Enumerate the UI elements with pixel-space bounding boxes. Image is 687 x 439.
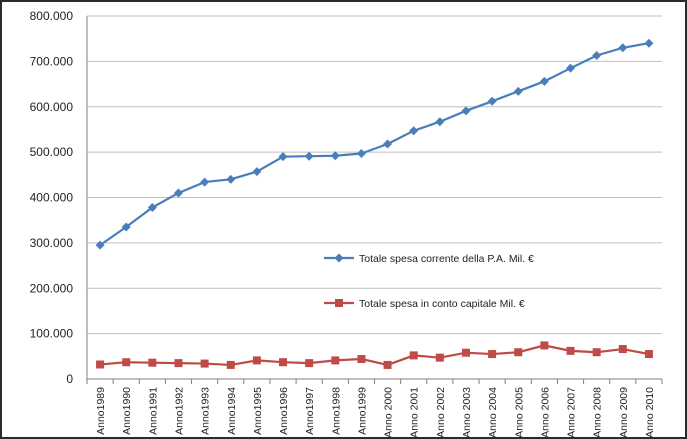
- series-2-point: [461, 348, 470, 357]
- x-tick-label: Anno 2010: [644, 387, 656, 437]
- y-tick-label: 100.000: [30, 327, 74, 341]
- series-1-point: [618, 43, 628, 53]
- series-1-point: [252, 167, 262, 177]
- x-tick-label: Anno1996: [278, 387, 290, 435]
- series-2-point: [226, 360, 235, 369]
- series-2-point: [174, 359, 183, 368]
- y-tick-labels: 0 100.000 200.000 300.000 400.000 500.000 600.…: [30, 9, 74, 386]
- series-2-point: [200, 359, 209, 368]
- series-1-point: [147, 202, 157, 212]
- y-tick-label: 600.000: [30, 100, 74, 114]
- series-2-point: [357, 355, 366, 364]
- y-tick-label: 700.000: [30, 54, 74, 68]
- series-1-point: [435, 117, 445, 127]
- series-1-point: [644, 38, 654, 48]
- y-tick-label: 300.000: [30, 236, 74, 250]
- x-tick-label: Anno 2008: [592, 387, 604, 437]
- series-1-point: [383, 139, 393, 149]
- series-2-point: [409, 351, 418, 360]
- series-2-point: [96, 360, 105, 369]
- x-tick-label: Anno1992: [173, 387, 185, 435]
- x-tick-label: Anno 2006: [539, 387, 551, 437]
- y-tick-label: 500.000: [30, 145, 74, 159]
- series-1-point: [330, 151, 340, 161]
- series-2-point: [383, 360, 392, 369]
- y-tick-label: 400.000: [30, 191, 74, 205]
- series-1-point: [409, 126, 419, 136]
- x-tick-label: Anno1990: [121, 387, 133, 435]
- series-1-point: [461, 106, 471, 116]
- x-tick-label: Anno1999: [356, 387, 368, 435]
- x-tick-label: Anno1995: [252, 387, 264, 435]
- series-1-point: [121, 222, 131, 232]
- x-tick-labels: Anno1989 Anno1990 Anno1991 Anno1992 Anno1993…: [95, 387, 656, 437]
- series-1-point: [539, 76, 549, 86]
- series-1-point: [356, 148, 366, 158]
- x-tick-label: Anno1997: [304, 387, 316, 435]
- series-2-point: [122, 358, 131, 367]
- x-tick-label: Anno 2005: [513, 387, 525, 437]
- legend-marker-2: [335, 299, 343, 307]
- series-2-point: [435, 353, 444, 362]
- series-1-point: [566, 63, 576, 73]
- series-1-point: [200, 177, 210, 187]
- x-tick-label: Anno1994: [226, 387, 238, 435]
- x-tick-label: Anno 2007: [566, 387, 578, 437]
- series-1-point: [487, 96, 497, 106]
- x-tick-label: Anno 2003: [461, 387, 473, 437]
- series-2-point: [252, 356, 261, 365]
- legend-label-2: Totale spesa in conto capitale Mil. €: [359, 298, 525, 310]
- x-tick-label: Anno 2002: [435, 387, 447, 437]
- legend: Totale spesa corrente della P.A. Mil. € T…: [324, 253, 534, 310]
- series-2-point: [618, 345, 627, 354]
- series-2-point: [592, 348, 601, 357]
- series-2-point: [540, 341, 549, 350]
- series-1-point: [95, 240, 105, 250]
- series-markers: [95, 38, 654, 369]
- series-line-2: [99, 344, 650, 367]
- x-tick-label: Anno1998: [330, 387, 342, 435]
- series-2-point: [514, 348, 523, 357]
- series-2-point: [279, 358, 288, 367]
- series-1-point: [173, 188, 183, 198]
- series-1-point: [592, 50, 602, 60]
- axes: [86, 16, 663, 384]
- legend-label-1: Totale spesa corrente della P.A. Mil. €: [359, 253, 534, 265]
- series-1-point: [278, 152, 288, 162]
- x-tick-label: Anno1989: [95, 387, 107, 435]
- series-2-point: [644, 350, 653, 359]
- series-2-point: [566, 346, 575, 355]
- series-1-point: [304, 151, 314, 161]
- legend-marker-1: [334, 253, 344, 263]
- y-tick-label: 200.000: [30, 281, 74, 295]
- x-tick-label: Anno 2000: [383, 387, 395, 437]
- gridlines: [87, 15, 662, 335]
- series-1-point: [513, 86, 523, 96]
- y-tick-label: 800.000: [30, 9, 74, 23]
- x-tick-label: Anno1991: [147, 387, 159, 435]
- series-2-point: [148, 358, 157, 367]
- series-2-point: [305, 359, 314, 368]
- series-2-point: [331, 356, 340, 365]
- x-tick-label: Anno1993: [200, 387, 212, 435]
- series-1-point: [226, 174, 236, 184]
- x-tick-label: Anno 2009: [618, 387, 630, 437]
- y-tick-label: 0: [66, 372, 73, 386]
- x-tick-label: Anno 2004: [487, 387, 499, 437]
- series-line-1: [99, 42, 650, 247]
- series-lines: [99, 42, 650, 367]
- series-2-point: [488, 350, 497, 359]
- x-tick-label: Anno 2001: [409, 387, 421, 437]
